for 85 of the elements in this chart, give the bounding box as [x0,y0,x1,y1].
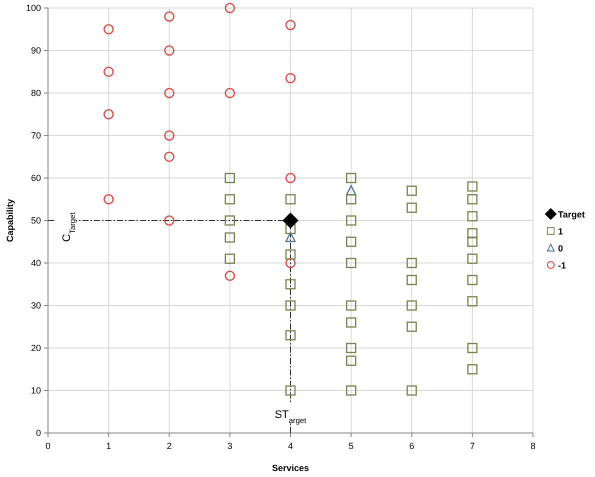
point [406,300,417,311]
point [224,270,236,281]
x-tick-label: 2 [166,441,172,451]
point [406,385,417,396]
point [224,254,236,264]
point [467,181,478,192]
point [164,215,174,226]
x-tick-label: 0 [45,441,51,451]
point [467,274,478,286]
point [285,224,296,234]
x-tick-label: 6 [409,441,414,451]
point [103,194,114,204]
point [346,194,356,204]
point [467,254,478,264]
y-tick-label: 50 [30,216,41,226]
point [406,322,417,332]
point [285,300,296,311]
point [224,215,236,226]
point [406,274,417,286]
point [346,385,356,396]
point [164,88,174,98]
point [103,24,114,34]
point [285,20,296,30]
y-tick-label: 70 [30,130,41,140]
y-tick-label: 80 [30,88,41,98]
point [285,385,296,396]
point [346,300,356,311]
y-tick-label: 0 [36,428,41,438]
point [224,88,236,98]
x-tick-label: 4 [288,441,294,451]
point [164,45,174,56]
point [467,236,478,247]
point [467,364,478,374]
point [224,2,236,14]
point [346,236,356,247]
point [346,172,356,184]
y-tick-label: 90 [30,46,41,56]
y-tick-label: 40 [30,258,41,268]
legend-label: 0 [558,244,564,254]
point [285,194,296,204]
point [224,232,236,243]
point [103,66,114,77]
point [285,249,296,260]
ref-line-label: ST$_{arget}$ [274,409,308,424]
point [164,130,174,141]
point [346,215,356,226]
y-tick-label: 30 [30,300,41,310]
y-tick-label: 60 [30,173,41,183]
point [406,258,417,268]
point [224,194,236,204]
point [285,72,296,84]
point [467,194,478,204]
x-tick-label: 7 [470,441,475,451]
point [346,317,356,328]
point [467,342,478,354]
legend-label: Target [558,210,585,220]
point [285,330,296,340]
point [285,279,296,290]
x-tick-label: 1 [106,441,112,451]
y-tick-label: 20 [30,343,41,353]
point [467,228,478,238]
point [406,186,417,196]
point [285,232,296,242]
x-tick-label: 5 [348,441,354,451]
point [224,172,236,184]
point [282,212,298,228]
point [467,296,478,306]
point [406,202,417,213]
x-axis-title: Services [272,463,310,473]
point [103,109,114,120]
point [346,258,356,268]
x-tick-label: 3 [227,441,232,451]
y-axis-title: Capability [5,198,15,242]
y-tick-label: 10 [30,386,41,396]
x-tick-label: 8 [530,441,536,451]
y-tick-label: 100 [26,3,41,13]
point [346,356,356,366]
point [467,211,478,222]
point [346,342,356,354]
point [164,11,174,22]
point [285,258,296,268]
point [164,152,174,162]
legend-label: 1 [558,226,564,236]
legend-label: -1 [558,260,566,270]
point [285,172,296,184]
